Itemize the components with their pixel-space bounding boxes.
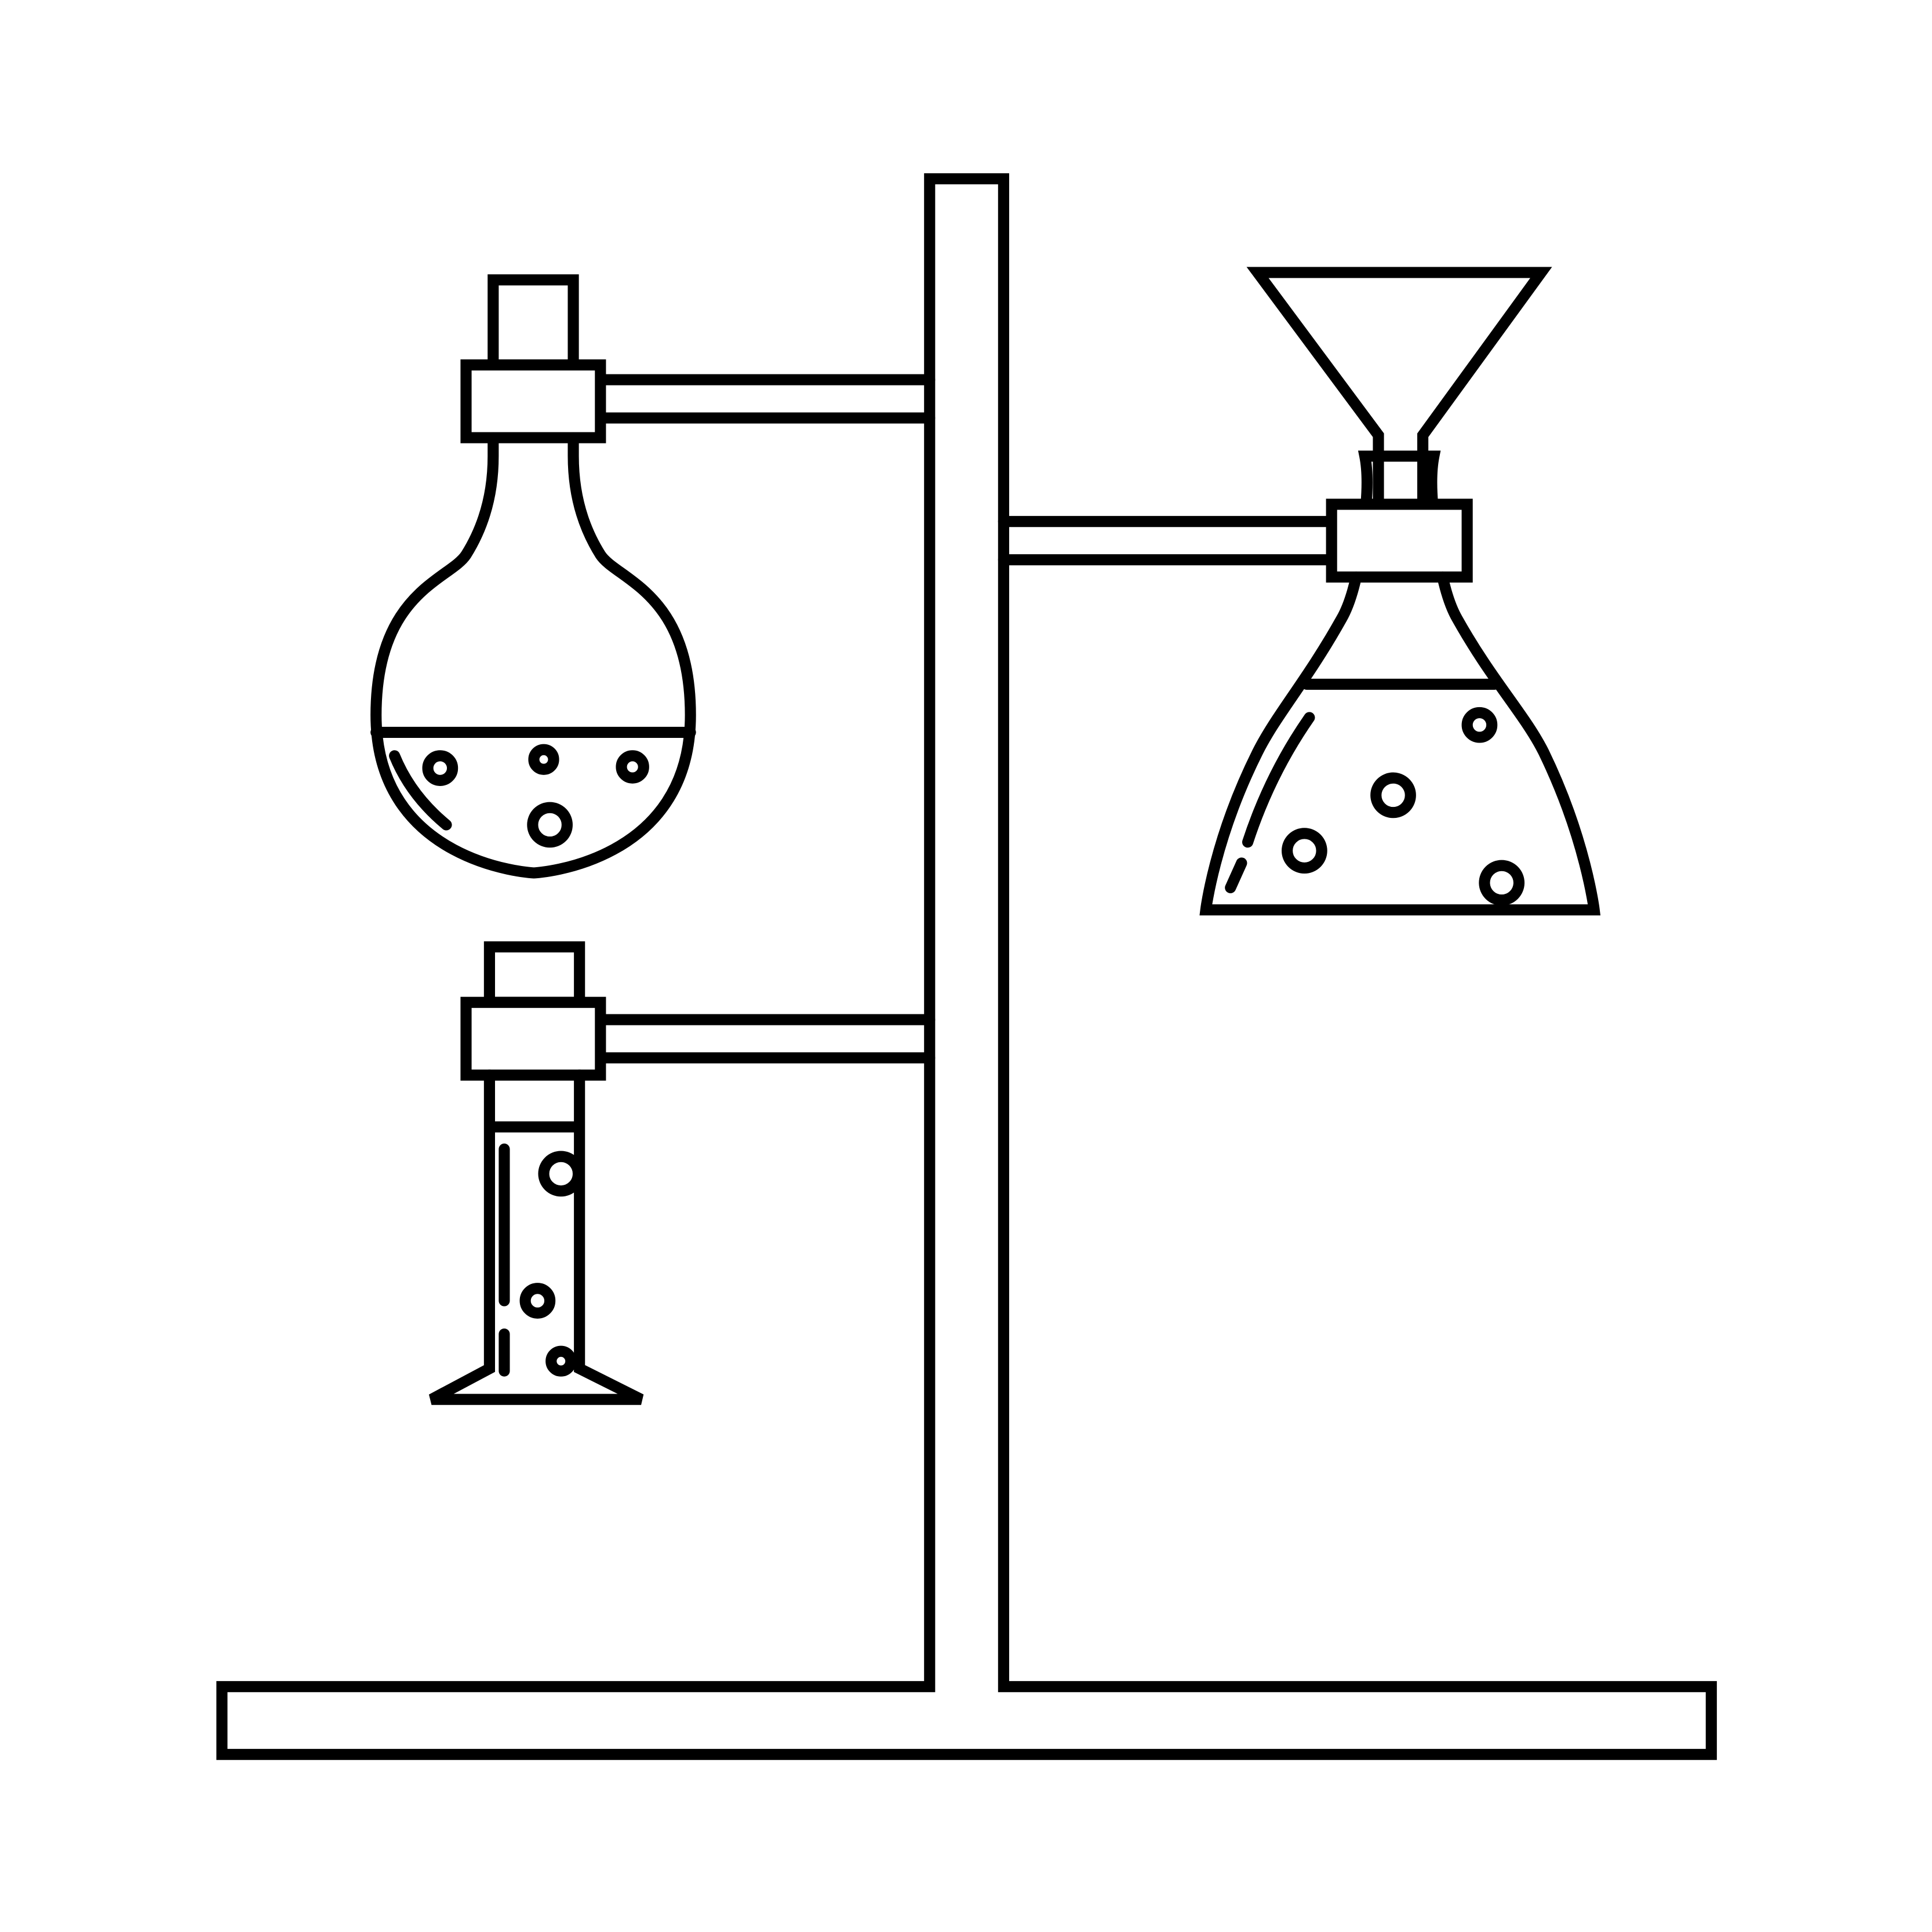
round-flask-assembly: [370, 274, 936, 879]
test-tube-assembly: [428, 941, 936, 1405]
stand: [216, 173, 1717, 1760]
conical-flask-assembly: [998, 267, 1601, 916]
